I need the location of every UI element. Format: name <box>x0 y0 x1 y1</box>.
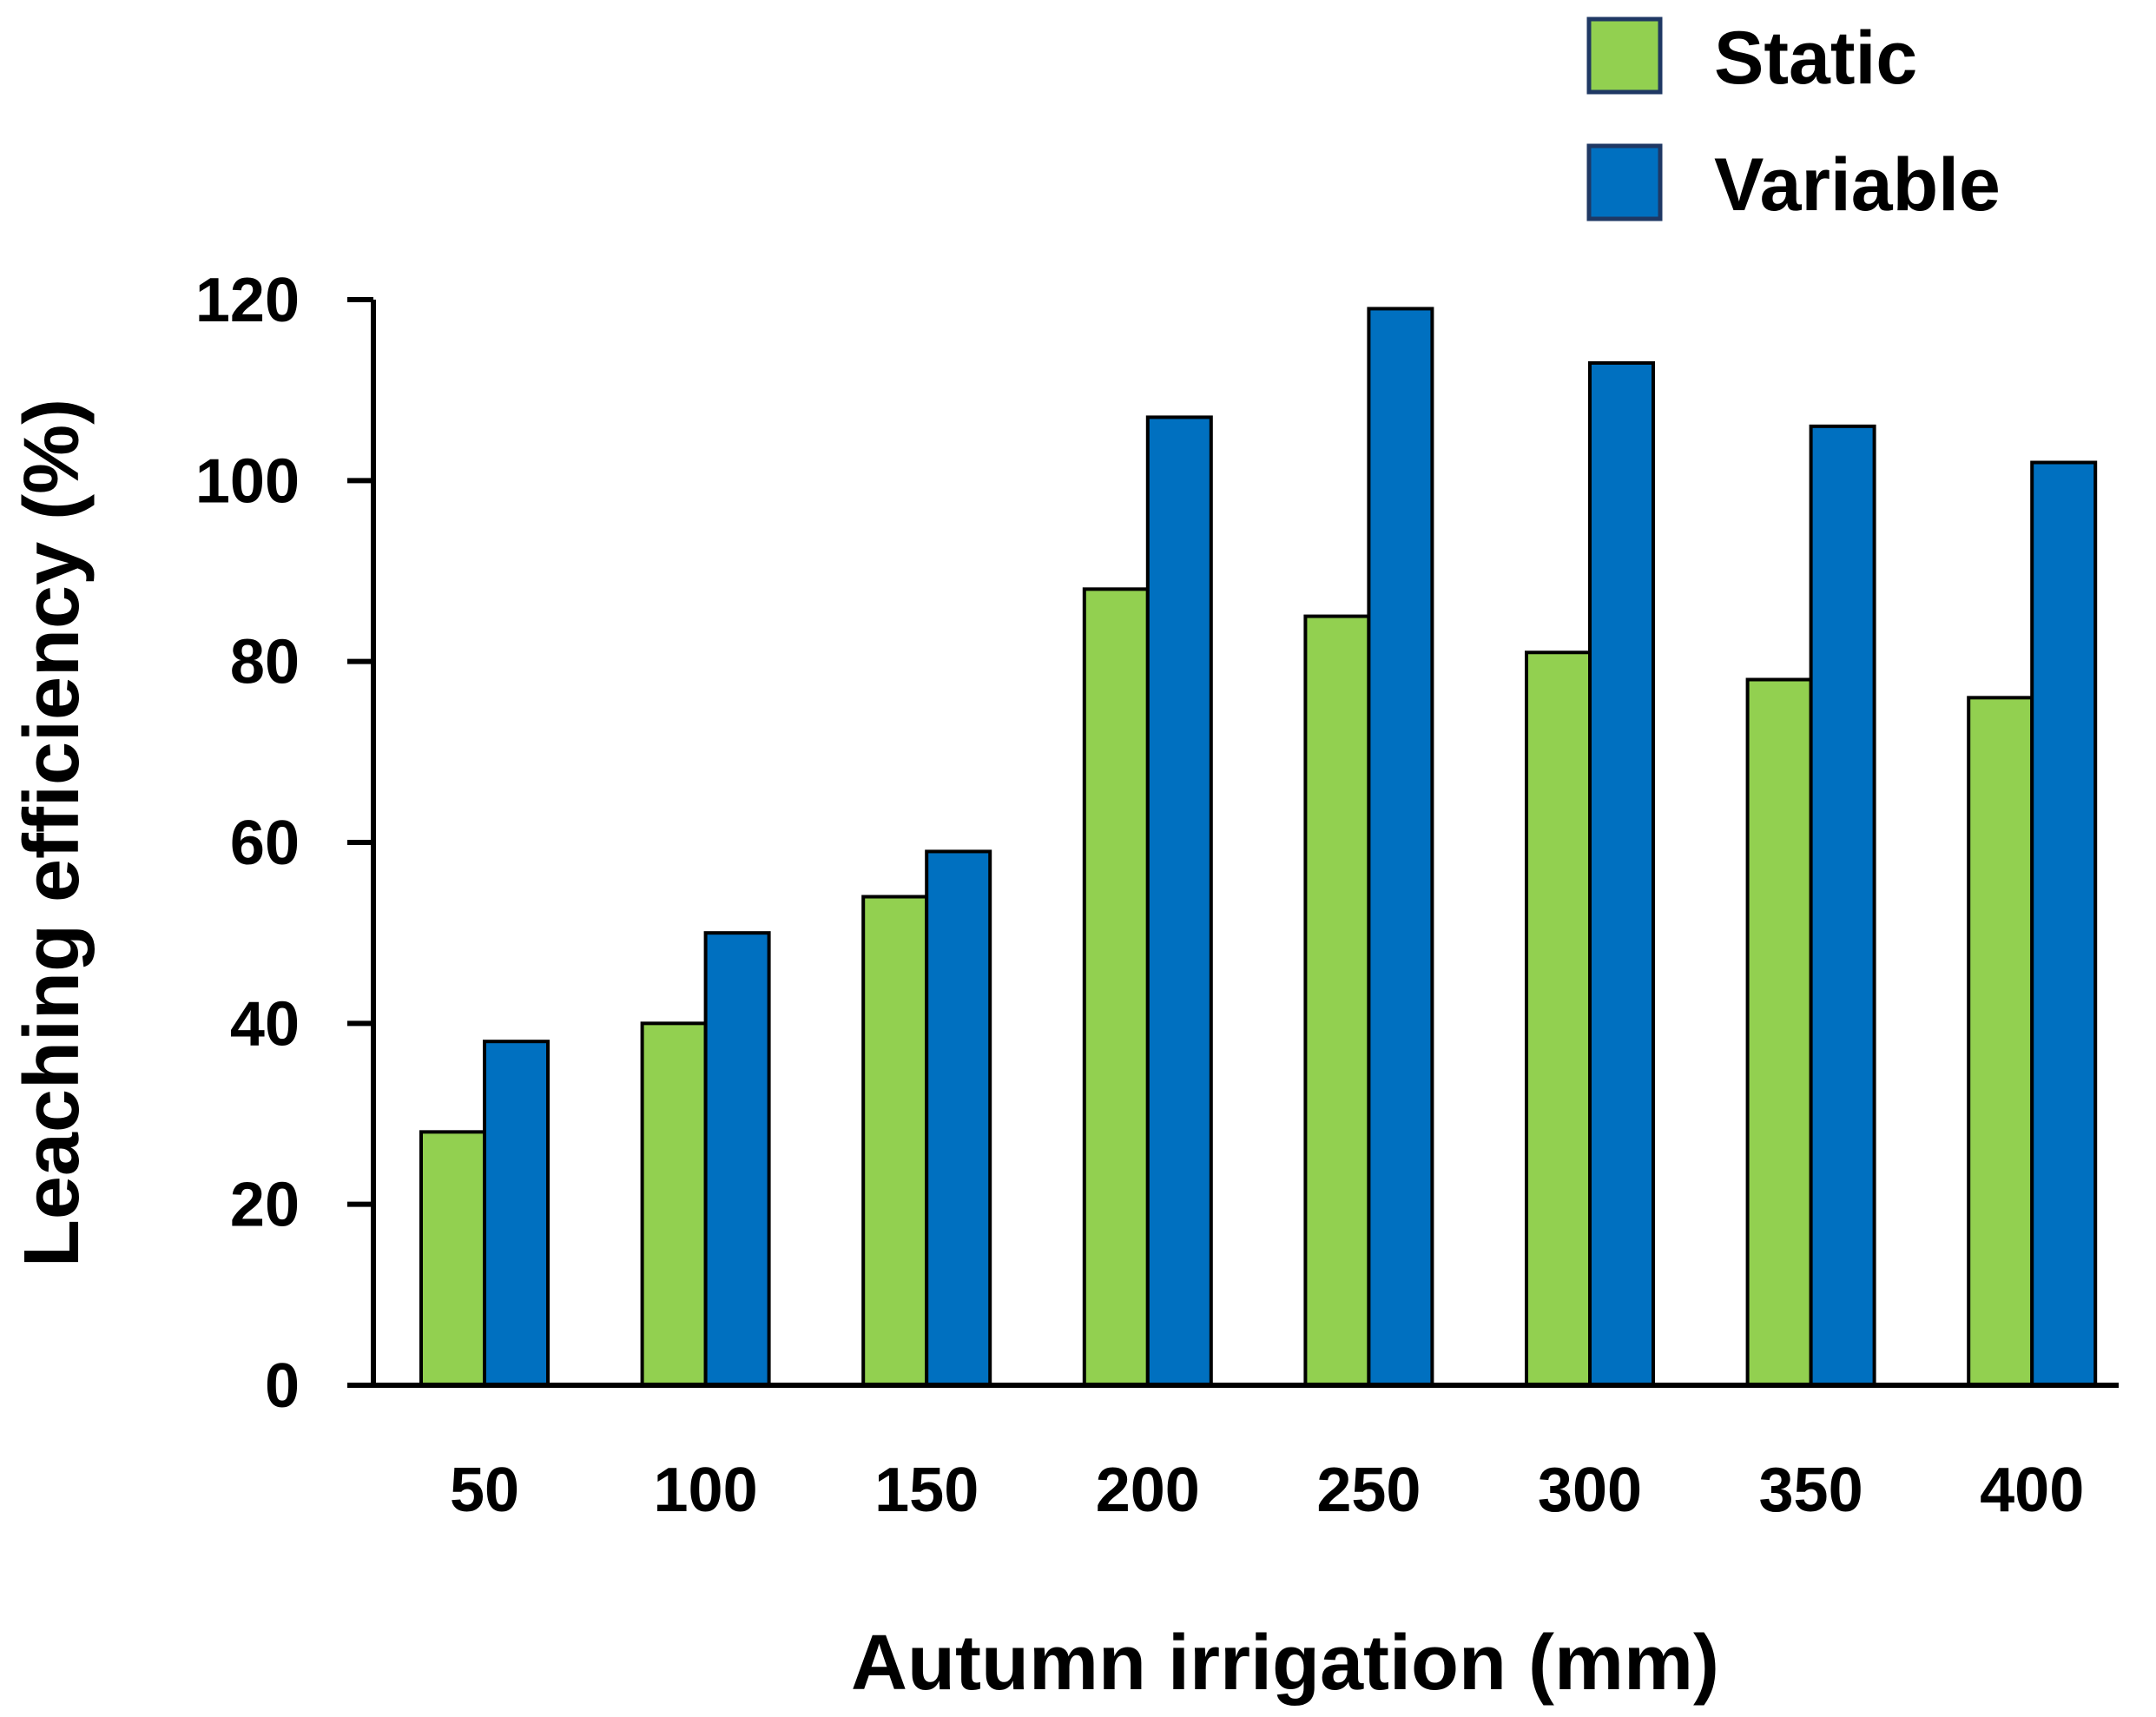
bar-variable-150 <box>925 849 992 1387</box>
bar-static-150 <box>861 895 929 1387</box>
bar-variable-200 <box>1145 415 1213 1388</box>
x-tick-label: 100 <box>654 1456 758 1525</box>
bar-variable-100 <box>703 931 771 1387</box>
legend-label-variable: Variable <box>1714 143 2001 227</box>
y-tick-label: 80 <box>230 628 300 697</box>
bar-static-300 <box>1525 650 1592 1387</box>
legend-swatch-variable <box>1586 143 1663 221</box>
y-tick-label: 100 <box>195 446 300 516</box>
legend: Static Variable <box>1586 17 2001 227</box>
legend-swatch-static <box>1586 17 1663 95</box>
bar-variable-250 <box>1367 307 1434 1388</box>
x-tick-label: 400 <box>1980 1456 2084 1525</box>
x-tick-label: 250 <box>1316 1456 1421 1525</box>
legend-label-static: Static <box>1714 17 1917 100</box>
x-axis-title: Autumn irrigation (mm) <box>851 1620 1719 1707</box>
bar-variable-300 <box>1588 360 1655 1388</box>
y-axis-title: Leaching efficiency (%) <box>9 399 96 1267</box>
bar-static-250 <box>1303 614 1371 1387</box>
x-tick-label: 50 <box>450 1456 519 1525</box>
bar-static-100 <box>640 1021 708 1388</box>
bar-static-400 <box>1967 696 2034 1387</box>
bar-variable-50 <box>483 1040 550 1387</box>
bar-static-200 <box>1082 587 1150 1387</box>
y-tick-label: 40 <box>230 989 300 1059</box>
bar-variable-350 <box>1809 424 1876 1387</box>
y-tick-label: 60 <box>230 809 300 878</box>
x-tick-label: 350 <box>1759 1456 1863 1525</box>
bar-variable-400 <box>2030 460 2098 1387</box>
y-tick-label: 20 <box>230 1171 300 1240</box>
y-axis-ticks: 0 20 40 60 80 100 120 <box>195 266 373 1421</box>
bar-static-350 <box>1745 677 1813 1387</box>
x-axis-ticks: 50 100 150 200 250 300 350 400 <box>450 1456 2084 1525</box>
bars <box>419 307 2098 1388</box>
y-tick-label: 0 <box>265 1351 300 1421</box>
x-tick-label: 150 <box>874 1456 979 1525</box>
y-tick-label: 120 <box>195 266 300 335</box>
x-tick-label: 300 <box>1538 1456 1642 1525</box>
bar-static-50 <box>419 1130 486 1388</box>
x-tick-label: 200 <box>1096 1456 1200 1525</box>
